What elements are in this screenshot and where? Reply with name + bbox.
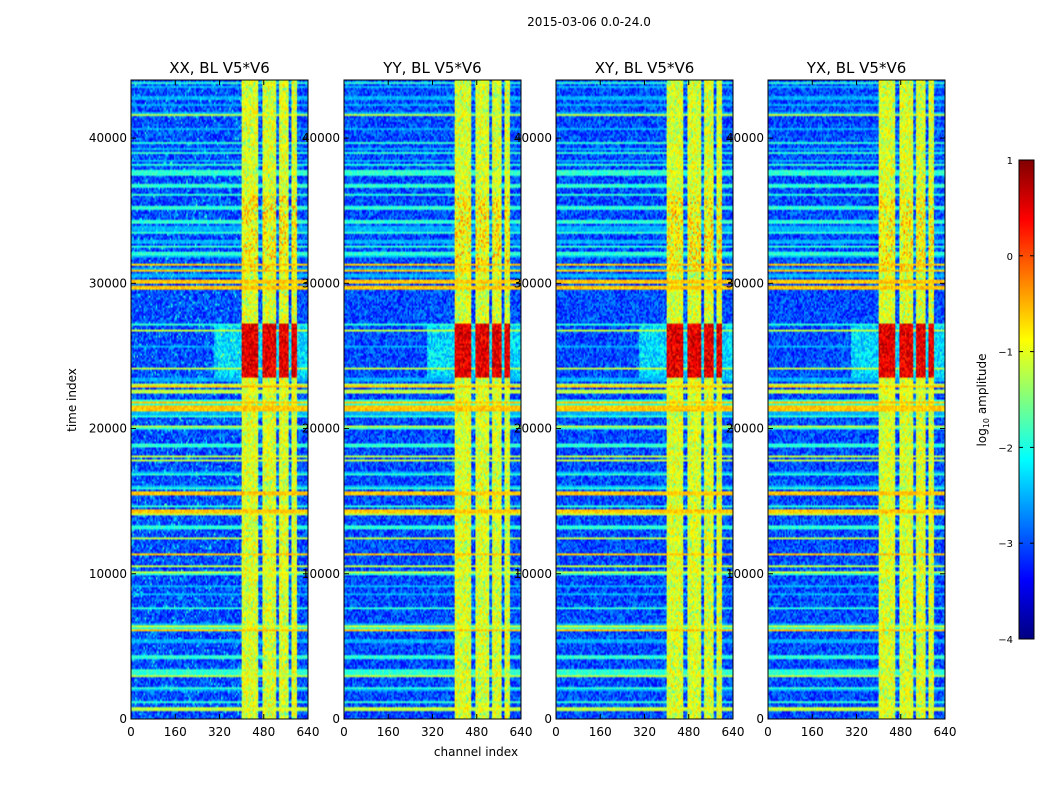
- x-tick-label: 0: [127, 725, 135, 739]
- colorbar-tick-label: −1: [998, 348, 1013, 359]
- y-tick-label: 30000: [514, 276, 552, 290]
- colorbar-tick-label: −4: [998, 635, 1013, 646]
- y-tick-label: 10000: [726, 567, 764, 581]
- colorbar-label-base: log: [975, 428, 989, 446]
- y-tick-label: 10000: [89, 567, 127, 581]
- x-tick-label: 160: [801, 725, 824, 739]
- y-tick-label: 40000: [302, 131, 340, 145]
- x-tick-label: 640: [722, 725, 745, 739]
- y-tick-label: 0: [756, 712, 764, 726]
- y-tick-label: 0: [332, 712, 340, 726]
- x-tick-label: 320: [208, 725, 231, 739]
- y-tick-label: 20000: [726, 422, 764, 436]
- x-tick-label: 640: [510, 725, 533, 739]
- y-tick-label: 0: [544, 712, 552, 726]
- colorbar-tick-label: −2: [998, 443, 1013, 454]
- suptitle: 2015-03-06 0.0-24.0: [527, 15, 651, 29]
- x-tick-label: 0: [764, 725, 772, 739]
- y-tick-label: 20000: [514, 422, 552, 436]
- y-tick-label: 30000: [302, 276, 340, 290]
- x-tick-label: 0: [340, 725, 348, 739]
- panel-title: YX, BL V5*V6: [806, 59, 907, 77]
- x-tick-label: 160: [164, 725, 187, 739]
- y-tick-label: 30000: [726, 276, 764, 290]
- colorbar-label-rest: amplitude: [975, 354, 989, 418]
- y-axis-label: time index: [65, 368, 79, 432]
- panel-title: YY, BL V5*V6: [382, 59, 481, 77]
- heatmap-xx: [131, 80, 308, 719]
- colorbar-tick-label: 1: [1007, 156, 1013, 167]
- x-tick-label: 480: [677, 725, 700, 739]
- x-tick-label: 640: [297, 725, 320, 739]
- y-tick-label: 20000: [302, 422, 340, 436]
- x-tick-label: 0: [552, 725, 560, 739]
- x-tick-label: 160: [377, 725, 400, 739]
- colorbar-tick-label: 0: [1007, 252, 1013, 263]
- y-tick-label: 40000: [514, 131, 552, 145]
- y-tick-label: 40000: [89, 131, 127, 145]
- x-tick-label: 480: [889, 725, 912, 739]
- panel-yy: YY, BL V5*V6 0 160 320 480 640 0 10000 20000 3000…: [302, 59, 533, 739]
- y-tick-label: 0: [119, 712, 127, 726]
- y-tick-label: 10000: [302, 567, 340, 581]
- x-tick-label: 320: [633, 725, 656, 739]
- y-tick-label: 20000: [89, 422, 127, 436]
- x-tick-label: 640: [934, 725, 957, 739]
- x-tick-label: 320: [845, 725, 868, 739]
- x-tick-label: 160: [589, 725, 612, 739]
- panel-yx: YX, BL V5*V6 0 160 320 480 640 0 10000 20000 3000…: [726, 59, 957, 739]
- y-tick-label: 10000: [514, 567, 552, 581]
- colorbar: 1 0 −1 −2 −3 −4: [998, 156, 1035, 646]
- heatmap-xy: [556, 80, 733, 719]
- x-tick-label: 320: [421, 725, 444, 739]
- y-tick-label: 40000: [726, 131, 764, 145]
- x-axis-label: channel index: [434, 745, 518, 759]
- panel-title: XX, BL V5*V6: [169, 59, 270, 77]
- y-tick-label: 30000: [89, 276, 127, 290]
- panel-title: XY, BL V5*V6: [595, 59, 695, 77]
- panel-xy: XY, BL V5*V6 0 160 320 480 640 0 10000 20000 3000…: [514, 59, 745, 739]
- heatmap-yx: [768, 80, 945, 719]
- colorbar-label-sub: 10: [982, 418, 991, 428]
- colorbar-gradient: [1018, 159, 1035, 640]
- heatmap-yy: [344, 80, 521, 719]
- panel-xx: XX, BL V5*V6 0 160 320 480 640 0 10000 20000 3000…: [89, 59, 320, 739]
- colorbar-label: log10 amplitude: [975, 354, 991, 447]
- colorbar-tick-label: −3: [998, 539, 1013, 550]
- x-tick-label: 480: [465, 725, 488, 739]
- x-tick-label: 480: [252, 725, 275, 739]
